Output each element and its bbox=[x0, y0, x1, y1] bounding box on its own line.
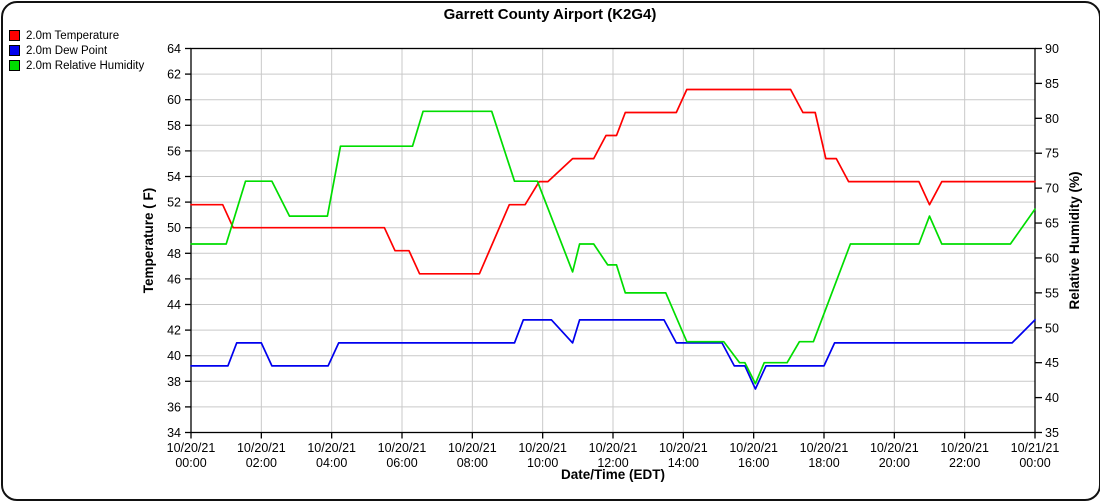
svg-text:50: 50 bbox=[1045, 321, 1059, 335]
2-0m-relative-humidity-line bbox=[190, 110, 1036, 385]
legend-item: 2.0m Dew Point bbox=[9, 43, 144, 58]
svg-text:90: 90 bbox=[1045, 42, 1059, 56]
legend: 2.0m Temperature 2.0m Dew Point 2.0m Relat… bbox=[9, 28, 144, 73]
svg-text:14:00: 14:00 bbox=[668, 456, 699, 470]
legend-swatch-icon bbox=[9, 45, 20, 56]
svg-text:10/20/21: 10/20/21 bbox=[448, 441, 497, 455]
legend-item: 2.0m Relative Humidity bbox=[9, 58, 144, 73]
svg-text:38: 38 bbox=[167, 375, 181, 389]
svg-text:50: 50 bbox=[167, 221, 181, 235]
svg-text:08:00: 08:00 bbox=[457, 456, 488, 470]
svg-text:42: 42 bbox=[167, 324, 181, 338]
svg-text:22:00: 22:00 bbox=[949, 456, 980, 470]
gridlines bbox=[191, 48, 1035, 433]
svg-text:36: 36 bbox=[167, 400, 181, 414]
svg-text:55: 55 bbox=[1045, 286, 1059, 300]
svg-text:48: 48 bbox=[167, 247, 181, 261]
svg-text:75: 75 bbox=[1045, 147, 1059, 161]
svg-text:60: 60 bbox=[1045, 251, 1059, 265]
2-0m-dew-point-line bbox=[190, 319, 1036, 390]
svg-text:40: 40 bbox=[1045, 391, 1059, 405]
right-axis-tick-labels: 35 40 45 50 55 60 65 70 75 80 85 90 bbox=[1045, 42, 1059, 440]
svg-text:52: 52 bbox=[167, 196, 181, 210]
svg-text:10/20/21: 10/20/21 bbox=[167, 441, 216, 455]
legend-swatch-icon bbox=[9, 60, 20, 71]
svg-text:10/21/21: 10/21/21 bbox=[1011, 441, 1060, 455]
svg-text:18:00: 18:00 bbox=[808, 456, 839, 470]
svg-text:10/20/21: 10/20/21 bbox=[378, 441, 427, 455]
svg-text:70: 70 bbox=[1045, 182, 1059, 196]
legend-item-label: 2.0m Temperature bbox=[26, 29, 120, 42]
svg-text:04:00: 04:00 bbox=[316, 456, 347, 470]
svg-text:60: 60 bbox=[167, 93, 181, 107]
2-0m-temperature-line bbox=[190, 88, 1036, 275]
svg-text:10/20/21: 10/20/21 bbox=[800, 441, 849, 455]
left-axis-tick-labels: 34 36 38 40 42 44 46 48 50 52 54 56 58 60 62 64 bbox=[167, 42, 181, 440]
svg-text:40: 40 bbox=[167, 349, 181, 363]
svg-text:62: 62 bbox=[167, 68, 181, 82]
svg-text:35: 35 bbox=[1045, 426, 1059, 440]
svg-text:16:00: 16:00 bbox=[738, 456, 769, 470]
left-axis-title: Temperature ( F) bbox=[141, 188, 156, 294]
svg-text:10:00: 10:00 bbox=[527, 456, 558, 470]
svg-text:54: 54 bbox=[167, 170, 181, 184]
x-axis-title: Date/Time (EDT) bbox=[561, 467, 665, 482]
svg-text:10/20/21: 10/20/21 bbox=[870, 441, 919, 455]
svg-text:56: 56 bbox=[167, 144, 181, 158]
svg-text:20:00: 20:00 bbox=[879, 456, 910, 470]
svg-text:10/20/21: 10/20/21 bbox=[589, 441, 638, 455]
svg-text:64: 64 bbox=[167, 42, 181, 56]
svg-text:12:00: 12:00 bbox=[597, 456, 628, 470]
svg-text:00:00: 00:00 bbox=[175, 456, 206, 470]
svg-text:44: 44 bbox=[167, 298, 181, 312]
svg-text:65: 65 bbox=[1045, 217, 1059, 231]
svg-text:58: 58 bbox=[167, 119, 181, 133]
chart-title: Garrett County Airport (K2G4) bbox=[443, 6, 657, 23]
svg-text:85: 85 bbox=[1045, 77, 1059, 91]
svg-text:34: 34 bbox=[167, 426, 181, 440]
x-axis-tick-labels: 10/20/2100:0010/20/2102:0010/20/2104:001… bbox=[167, 441, 1060, 470]
svg-text:10/20/21: 10/20/21 bbox=[307, 441, 356, 455]
svg-text:10/20/21: 10/20/21 bbox=[729, 441, 778, 455]
right-axis-title: Relative Humidity (%) bbox=[1067, 171, 1082, 309]
legend-item-label: 2.0m Relative Humidity bbox=[26, 59, 145, 72]
legend-item-label: 2.0m Dew Point bbox=[26, 44, 108, 57]
svg-text:45: 45 bbox=[1045, 356, 1059, 370]
svg-text:10/20/21: 10/20/21 bbox=[659, 441, 708, 455]
svg-text:10/20/21: 10/20/21 bbox=[518, 441, 567, 455]
legend-item: 2.0m Temperature bbox=[9, 28, 144, 43]
svg-text:06:00: 06:00 bbox=[386, 456, 417, 470]
axis-ticks bbox=[185, 47, 1042, 439]
svg-text:46: 46 bbox=[167, 272, 181, 286]
legend-swatch-icon bbox=[9, 30, 20, 41]
svg-text:02:00: 02:00 bbox=[246, 456, 277, 470]
svg-text:10/20/21: 10/20/21 bbox=[940, 441, 989, 455]
svg-text:10/20/21: 10/20/21 bbox=[237, 441, 286, 455]
svg-text:00:00: 00:00 bbox=[1019, 456, 1050, 470]
svg-text:80: 80 bbox=[1045, 112, 1059, 126]
